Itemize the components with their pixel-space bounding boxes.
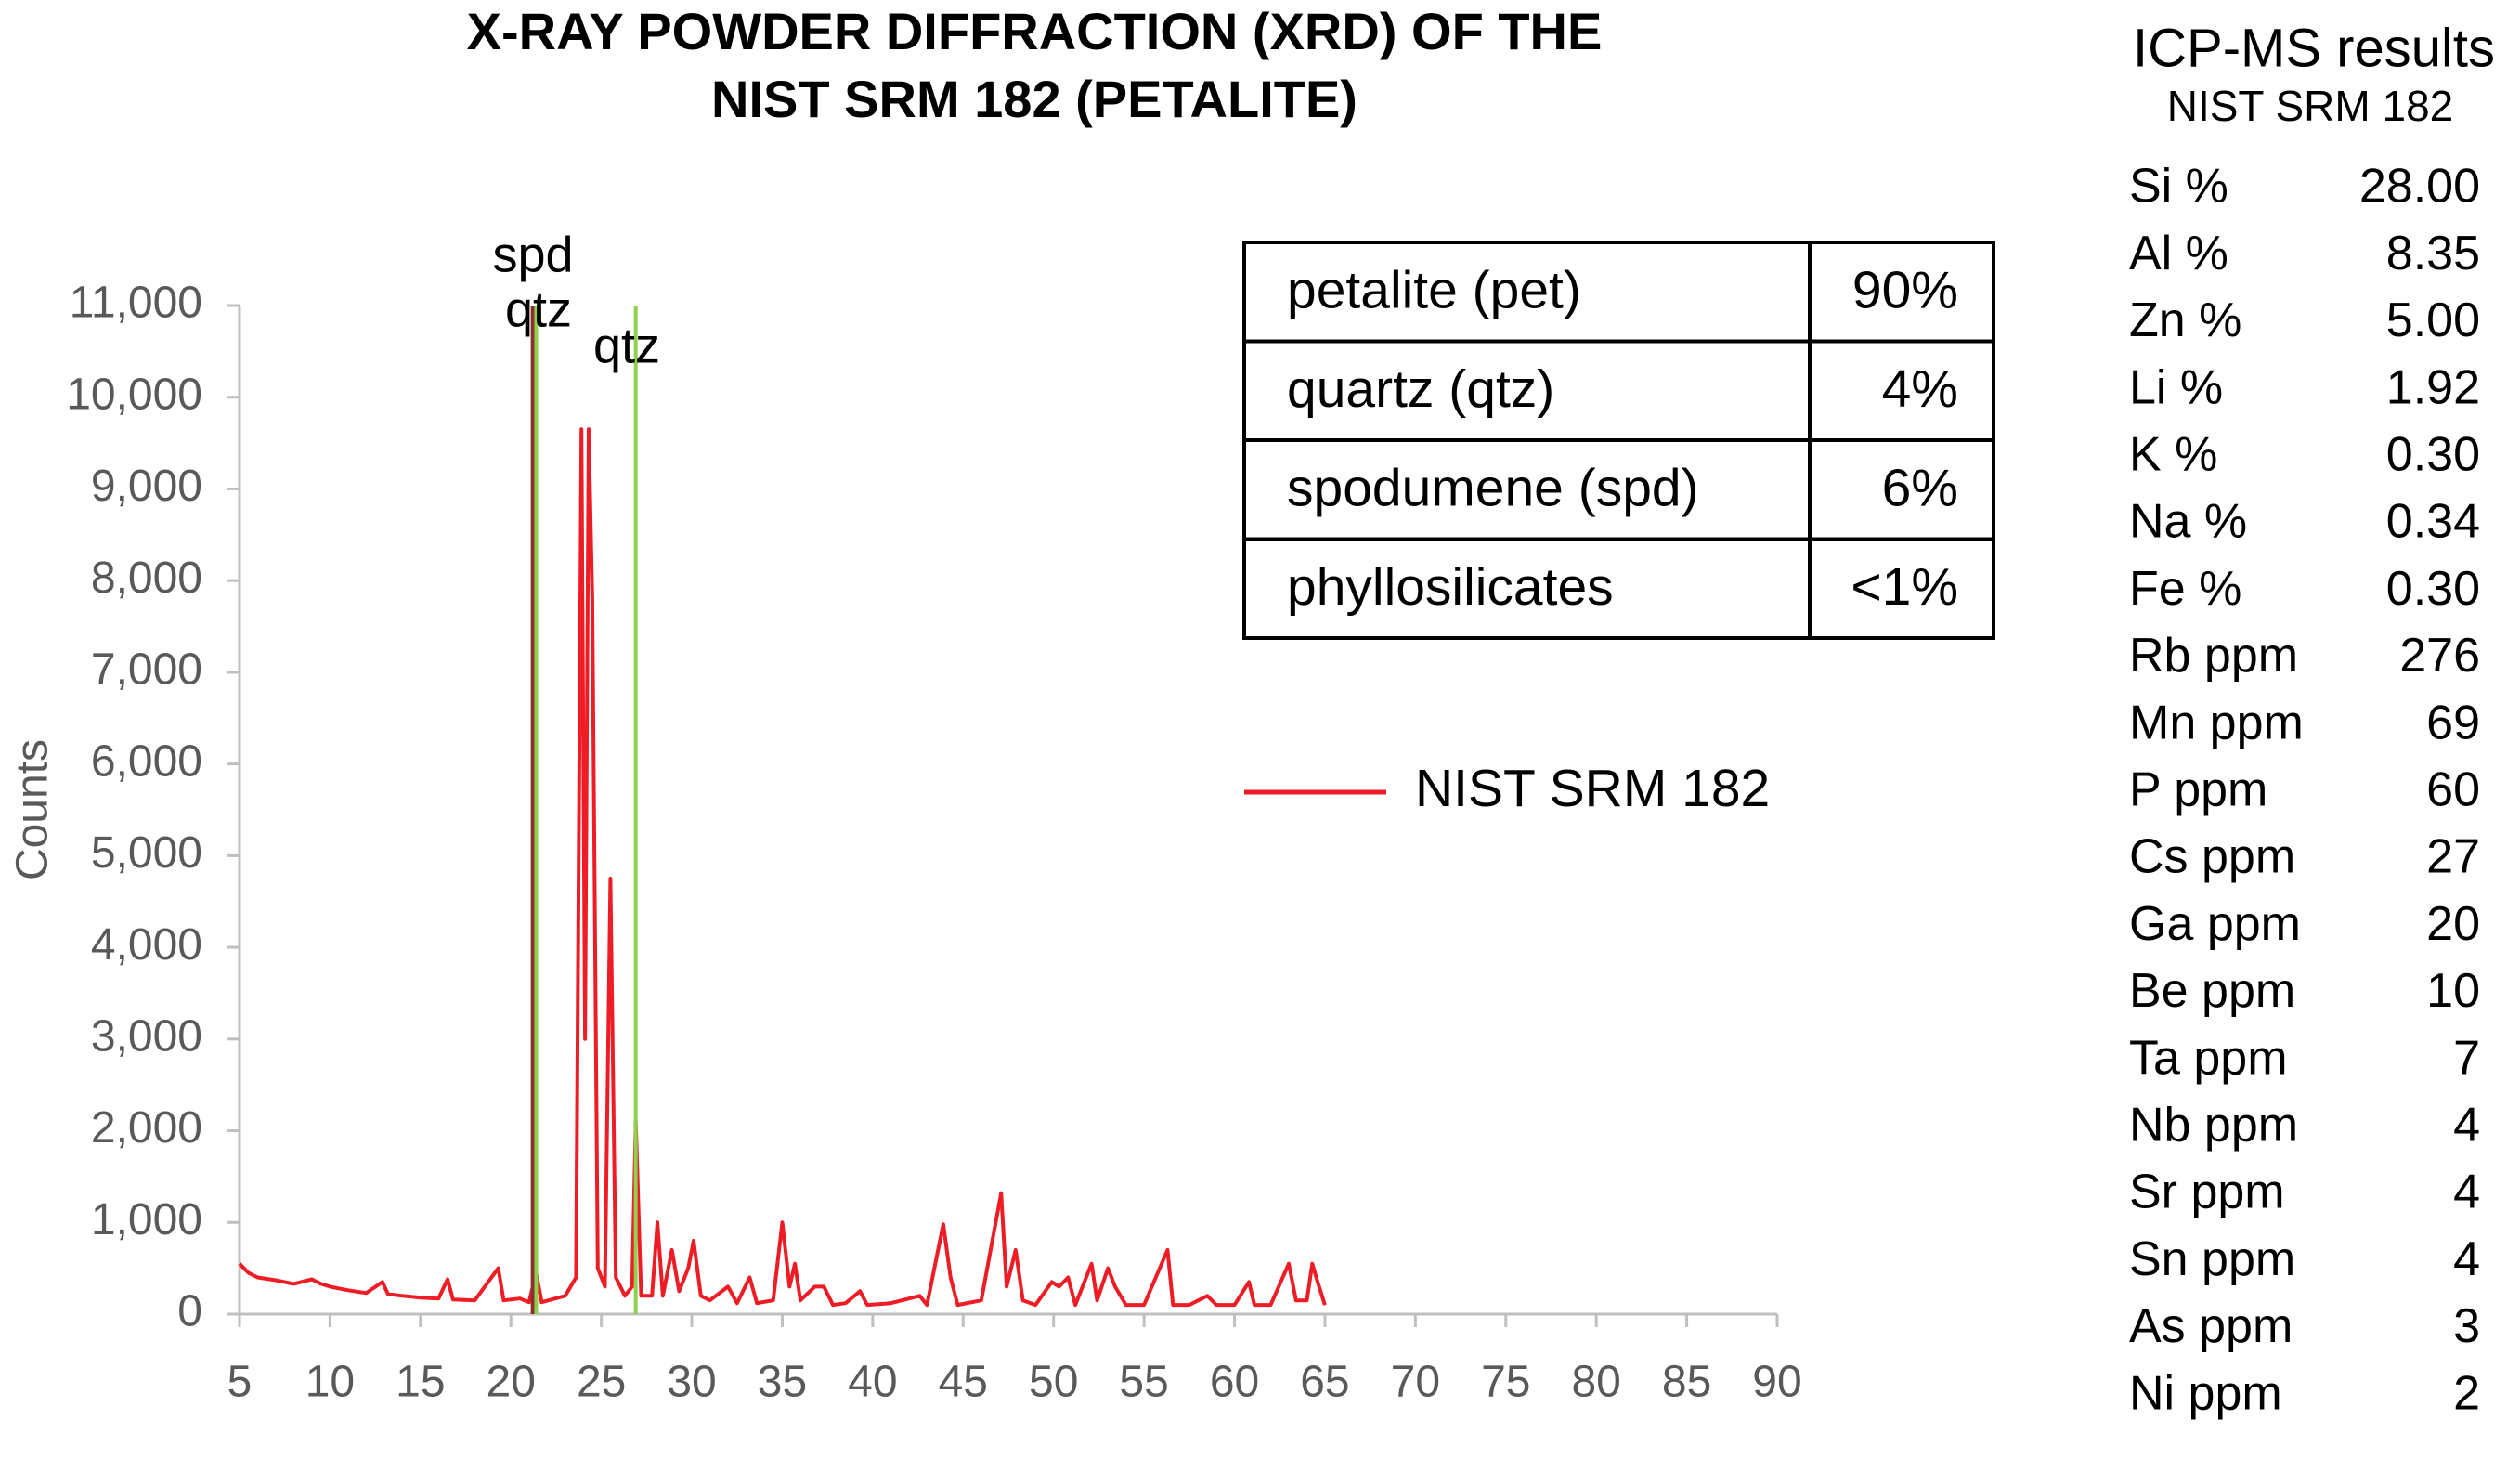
icp-element: Rb ppm bbox=[2129, 629, 2298, 683]
icp-element: Be ppm bbox=[2129, 964, 2295, 1018]
y-tick-label: 1,000 bbox=[91, 1195, 202, 1244]
icp-element: Zn % bbox=[2129, 293, 2241, 347]
icp-element: Ni ppm bbox=[2129, 1366, 2282, 1420]
icp-element: Na % bbox=[2129, 495, 2247, 549]
icp-element: Mn ppm bbox=[2129, 696, 2304, 749]
icp-element: Ga ppm bbox=[2129, 897, 2301, 951]
icp-element: Al % bbox=[2129, 227, 2228, 280]
icp-value: 7 bbox=[2453, 1031, 2480, 1085]
icp-value: 10 bbox=[2426, 964, 2480, 1018]
x-tick-label: 30 bbox=[667, 1358, 716, 1407]
icp-value: 20 bbox=[2426, 897, 2480, 951]
icp-value: 1.92 bbox=[2386, 360, 2480, 414]
icp-element: P ppm bbox=[2129, 763, 2267, 817]
icp-value: 60 bbox=[2426, 763, 2480, 817]
icp-value: 0.30 bbox=[2386, 562, 2480, 616]
x-tick-label: 25 bbox=[577, 1358, 626, 1407]
chart-title: X-RAY POWDER DIFFRACTION (XRD) OF THE bbox=[467, 2, 1603, 60]
x-tick-label: 60 bbox=[1210, 1358, 1259, 1407]
y-tick-label: 6,000 bbox=[91, 736, 202, 786]
phase-percent: 90% bbox=[1852, 260, 1958, 319]
icp-element: Fe % bbox=[2129, 562, 2241, 616]
icp-value: 0.34 bbox=[2386, 495, 2480, 549]
y-tick-label: 3,000 bbox=[91, 1011, 202, 1061]
y-tick-label: 4,000 bbox=[91, 920, 202, 970]
icp-value: 27 bbox=[2426, 830, 2480, 884]
icp-element: Si % bbox=[2129, 160, 2228, 214]
x-tick-label: 45 bbox=[939, 1358, 988, 1407]
x-tick-label: 35 bbox=[758, 1358, 807, 1407]
icp-title: ICP-MS results bbox=[2133, 18, 2495, 78]
y-tick-label: 5,000 bbox=[91, 828, 202, 878]
x-tick-label: 75 bbox=[1481, 1358, 1530, 1407]
y-tick-label: 10,000 bbox=[66, 370, 202, 419]
icp-element: Sn ppm bbox=[2129, 1232, 2295, 1286]
icp-element: As ppm bbox=[2129, 1299, 2293, 1353]
phase-name: quartz (qtz) bbox=[1287, 359, 1554, 419]
x-tick-label: 55 bbox=[1119, 1358, 1168, 1407]
legend-label: NIST SRM 182 bbox=[1415, 759, 1770, 818]
y-tick-label: 0 bbox=[177, 1287, 202, 1336]
phase-name: spodumene (spd) bbox=[1287, 458, 1699, 517]
icp-value: 8.35 bbox=[2386, 227, 2480, 280]
icp-value: 4 bbox=[2453, 1166, 2480, 1219]
icp-value: 2 bbox=[2453, 1366, 2480, 1420]
phase-name: petalite (pet) bbox=[1287, 260, 1581, 319]
reference-label: spd bbox=[492, 227, 573, 282]
x-tick-label: 20 bbox=[487, 1358, 536, 1407]
x-tick-label: 80 bbox=[1571, 1358, 1620, 1407]
y-tick-label: 7,000 bbox=[91, 645, 202, 695]
x-tick-label: 90 bbox=[1752, 1358, 1801, 1407]
icp-value: 4 bbox=[2453, 1232, 2480, 1286]
icp-element: K % bbox=[2129, 428, 2217, 482]
y-axis-label: Counts bbox=[8, 739, 58, 880]
icp-element: Nb ppm bbox=[2129, 1099, 2298, 1153]
icp-element: Cs ppm bbox=[2129, 830, 2295, 884]
phase-percent: 4% bbox=[1882, 359, 1958, 419]
x-tick-label: 5 bbox=[227, 1358, 253, 1407]
table-cell bbox=[1808, 537, 1995, 640]
icp-subtitle: NIST SRM 182 bbox=[2167, 82, 2453, 130]
y-tick-label: 2,000 bbox=[91, 1103, 202, 1153]
icp-value: 28.00 bbox=[2359, 160, 2480, 214]
phase-name: phyllosilicates bbox=[1287, 557, 1614, 617]
x-tick-label: 40 bbox=[848, 1358, 897, 1407]
phase-percent: <1% bbox=[1851, 557, 1958, 617]
icp-value: 276 bbox=[2399, 629, 2480, 683]
reference-label: qtz bbox=[505, 281, 572, 337]
x-tick-label: 15 bbox=[396, 1358, 445, 1407]
icp-value: 4 bbox=[2453, 1099, 2480, 1153]
icp-value: 3 bbox=[2453, 1299, 2480, 1353]
x-tick-label: 65 bbox=[1300, 1358, 1349, 1407]
phase-percent: 6% bbox=[1882, 458, 1958, 517]
data-line bbox=[238, 427, 1327, 1308]
y-tick-label: 8,000 bbox=[91, 554, 202, 603]
icp-element: Sr ppm bbox=[2129, 1166, 2285, 1219]
reference-label: qtz bbox=[593, 318, 660, 373]
chart-subtitle: NIST SRM 182 (PETALITE) bbox=[711, 70, 1357, 128]
icp-element: Ta ppm bbox=[2129, 1031, 2288, 1085]
x-tick-label: 85 bbox=[1662, 1358, 1711, 1407]
x-tick-label: 70 bbox=[1391, 1358, 1440, 1407]
x-tick-label: 50 bbox=[1029, 1358, 1078, 1407]
y-tick-label: 11,000 bbox=[70, 279, 202, 328]
y-tick-label: 9,000 bbox=[91, 462, 202, 511]
icp-value: 5.00 bbox=[2386, 293, 2480, 347]
x-tick-label: 10 bbox=[305, 1358, 355, 1407]
icp-element: Li % bbox=[2129, 360, 2223, 414]
icp-value: 0.30 bbox=[2386, 428, 2480, 482]
icp-value: 69 bbox=[2426, 696, 2480, 749]
